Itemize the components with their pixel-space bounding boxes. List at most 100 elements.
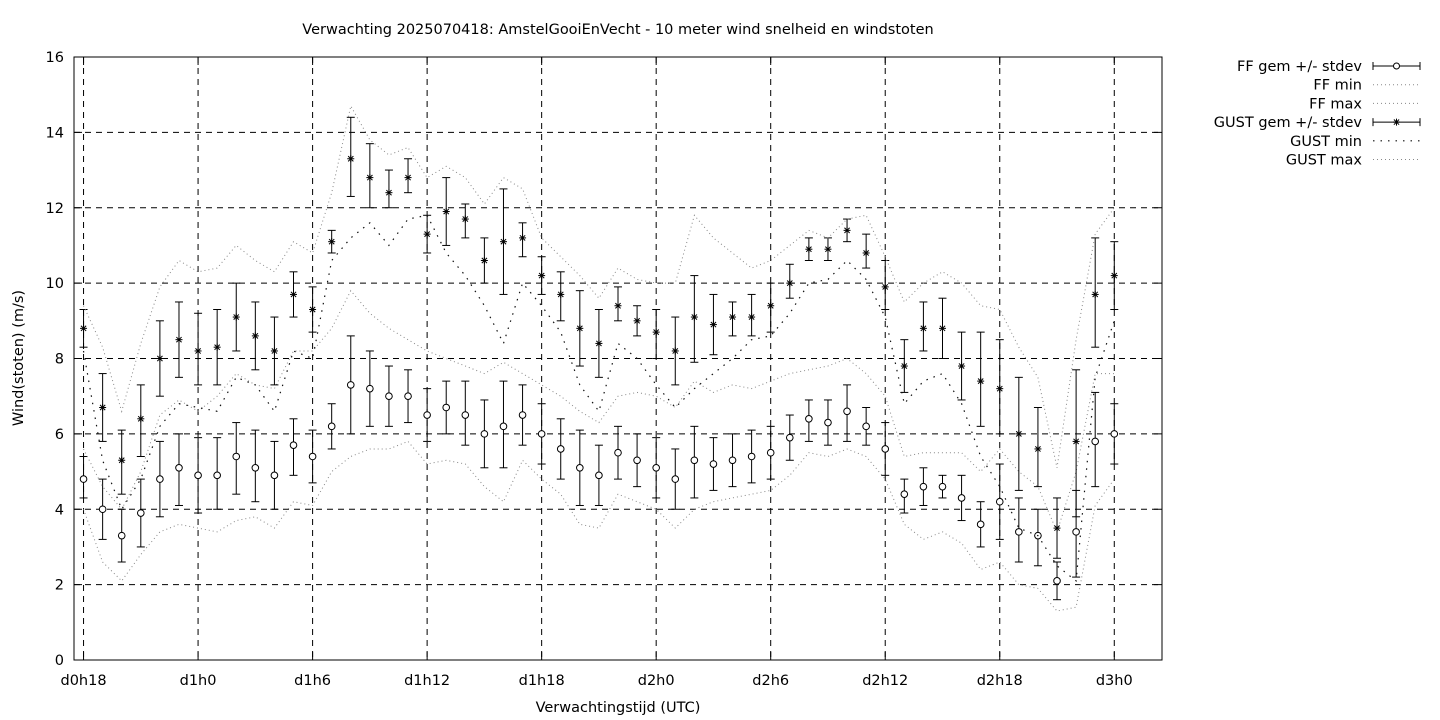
x-tick-label: d2h18 [977,673,1023,689]
data-point [327,422,336,431]
data-point [118,457,125,464]
data-point [1072,528,1080,536]
data-point [308,452,317,461]
data-point [786,280,793,287]
data-point [977,378,984,385]
data-point [195,348,202,354]
data-point [653,329,660,336]
data-point [900,490,909,498]
data-point [385,189,392,196]
legend-label: GUST max [1286,153,1363,169]
data-point [920,325,927,332]
data-point [156,475,164,483]
data-point [366,174,373,181]
data-point [556,445,565,453]
data-point [213,471,221,480]
data-point [137,509,145,517]
data-point [595,471,603,480]
data-point [710,321,717,328]
data-point [176,336,182,343]
data-point [844,227,851,234]
x-tick-label: d1h18 [519,673,565,689]
y-tick-label: 14 [46,125,64,141]
data-point [805,415,813,423]
legend-label: GUST min [1290,134,1362,150]
data-point [729,314,736,320]
data-point [939,325,946,332]
data-point [385,392,393,400]
data-point [1034,445,1041,452]
data-point [214,344,221,351]
x-tick-label: d2h12 [862,673,908,689]
data-point [1091,437,1099,446]
data-point [346,381,355,389]
data-point [252,332,259,339]
data-point [137,415,144,422]
data-point [347,155,354,162]
data-point [80,325,87,332]
x-tick-label: d1h6 [294,673,331,689]
data-point [1111,272,1118,279]
legend-label: FF max [1309,96,1362,112]
legend: FF gem +/- stdev FF min FF max GUST gem +/-… [1214,59,1421,169]
data-point [538,272,545,279]
data-point [462,216,469,223]
data-point [270,471,279,480]
data-point [652,463,660,472]
data-point [938,482,947,491]
data-point [500,238,507,245]
y-tick-label: 2 [55,578,64,594]
y-tick-label: 4 [55,502,64,518]
x-tick-label: d2h6 [752,673,789,689]
data-point [290,291,297,298]
data-point [748,314,755,320]
data-point [690,456,699,465]
data-point [728,456,737,465]
series-line [83,104,1115,468]
data-point [232,452,241,461]
series-line [83,440,1115,612]
legend-label: FF gem +/- stdev [1237,59,1362,75]
data-point [557,291,564,298]
series-line [82,214,1115,583]
data-point [767,302,774,309]
data-point [958,363,965,369]
data-point [976,520,985,529]
series-gust-gem-stdev [79,116,1119,559]
data-point [518,411,527,419]
y-tick-label: 0 [55,653,64,669]
data-point [404,392,412,400]
data-point [672,348,679,354]
data-point [671,475,680,483]
data-point [443,208,450,215]
data-point [233,314,240,320]
data-point [175,463,183,472]
legend-marker [1393,62,1400,70]
data-point [825,246,831,253]
x-tick-label: d1h0 [180,673,217,689]
data-point [863,250,870,256]
data-point [117,531,126,540]
data-point [156,355,163,362]
x-tick-label: d2h0 [638,673,675,689]
legend-label: GUST gem +/- stdev [1214,115,1363,131]
data-point [957,494,966,502]
data-point [576,463,584,472]
data-point [881,445,890,453]
data-point [766,448,775,457]
series-ff-min [83,440,1115,612]
legend-label: FF min [1313,78,1362,94]
y-tick-label: 6 [55,427,64,443]
data-point [1073,438,1080,445]
data-point [691,314,698,320]
data-point [366,384,374,393]
data-point [1110,430,1119,438]
data-point [537,430,546,438]
x-tick-label: d0h18 [61,673,107,689]
data-point [519,234,526,241]
data-point [919,482,928,491]
plot-frame [73,56,1163,661]
y-axis-label: Wind(stoten) (m/s) [11,290,27,426]
y-tick-label: 10 [46,276,64,292]
